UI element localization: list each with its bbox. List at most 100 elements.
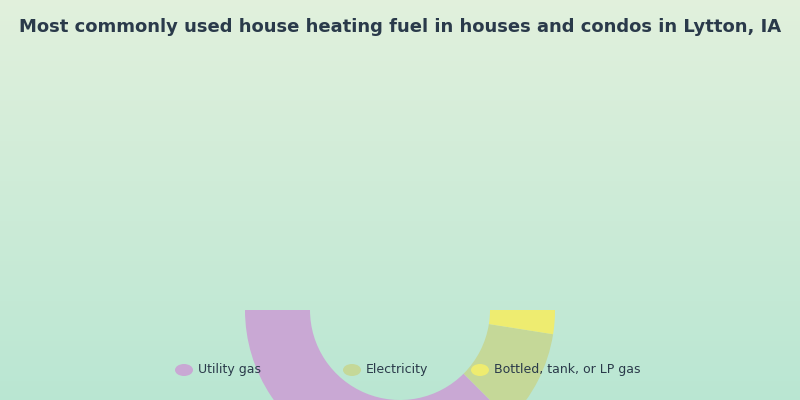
Bar <box>0 194 800 195</box>
Bar <box>0 281 800 282</box>
Bar <box>0 305 800 306</box>
Bar <box>0 105 800 106</box>
Bar <box>0 137 800 138</box>
Bar <box>0 13 800 14</box>
Bar <box>0 112 800 113</box>
Bar <box>0 334 800 335</box>
Bar <box>0 136 800 137</box>
Bar <box>0 124 800 125</box>
Bar <box>0 171 800 172</box>
Bar <box>0 329 800 330</box>
Bar <box>0 285 800 286</box>
Bar <box>0 74 800 75</box>
Bar <box>0 368 800 369</box>
Bar <box>0 63 800 64</box>
Bar <box>0 175 800 176</box>
Bar <box>0 170 800 171</box>
Bar <box>0 166 800 167</box>
Bar <box>0 218 800 219</box>
Bar <box>0 58 800 59</box>
Bar <box>0 80 800 81</box>
Bar <box>0 103 800 104</box>
Bar <box>0 233 800 234</box>
Bar <box>0 238 800 239</box>
Bar <box>0 94 800 95</box>
Bar <box>0 201 800 202</box>
Bar <box>0 352 800 353</box>
Bar <box>0 159 800 160</box>
Bar <box>0 98 800 99</box>
Bar <box>0 296 800 297</box>
Bar <box>0 118 800 119</box>
Bar <box>0 1 800 2</box>
Bar <box>0 338 800 339</box>
Bar <box>0 139 800 140</box>
Bar <box>0 154 800 155</box>
Bar <box>0 247 800 248</box>
Bar <box>0 267 800 268</box>
Bar <box>0 314 800 315</box>
Bar <box>0 304 800 305</box>
Bar <box>0 119 800 120</box>
Bar <box>0 323 800 324</box>
Bar <box>0 265 800 266</box>
Bar <box>0 360 800 361</box>
Bar <box>0 19 800 20</box>
Bar <box>0 244 800 245</box>
Bar <box>0 383 800 384</box>
Bar <box>0 312 800 313</box>
Bar <box>0 321 800 322</box>
Bar <box>0 256 800 257</box>
Bar <box>0 173 800 174</box>
Bar <box>0 300 800 301</box>
Bar <box>0 164 800 165</box>
Bar <box>0 361 800 362</box>
Bar <box>0 148 800 149</box>
Bar <box>0 324 800 325</box>
Bar <box>0 328 800 329</box>
Bar <box>0 298 800 299</box>
Bar <box>0 277 800 278</box>
Wedge shape <box>489 310 555 334</box>
Bar <box>0 367 800 368</box>
Bar <box>0 208 800 209</box>
Bar <box>0 343 800 344</box>
Bar <box>0 392 800 393</box>
Bar <box>0 365 800 366</box>
Bar <box>0 224 800 225</box>
Bar <box>0 399 800 400</box>
Bar <box>0 68 800 69</box>
Bar <box>0 185 800 186</box>
Bar <box>0 246 800 247</box>
Bar <box>0 237 800 238</box>
Bar <box>0 65 800 66</box>
Bar <box>0 202 800 203</box>
Bar <box>0 377 800 378</box>
Bar <box>0 152 800 153</box>
Bar <box>0 354 800 355</box>
Bar <box>0 191 800 192</box>
Bar <box>0 254 800 255</box>
Bar <box>0 204 800 205</box>
Bar <box>0 393 800 394</box>
Bar <box>0 147 800 148</box>
Bar <box>0 337 800 338</box>
Bar <box>0 34 800 35</box>
Bar <box>0 127 800 128</box>
Bar <box>0 248 800 249</box>
Bar <box>0 258 800 259</box>
Bar <box>0 78 800 79</box>
Bar <box>0 178 800 179</box>
Bar <box>0 45 800 46</box>
Bar <box>0 33 800 34</box>
Bar <box>0 69 800 70</box>
Bar <box>0 371 800 372</box>
Bar <box>0 273 800 274</box>
Bar <box>0 200 800 201</box>
Bar <box>0 2 800 3</box>
Bar <box>0 82 800 83</box>
Bar <box>0 99 800 100</box>
Bar <box>0 85 800 86</box>
Bar <box>0 313 800 314</box>
Bar <box>0 349 800 350</box>
